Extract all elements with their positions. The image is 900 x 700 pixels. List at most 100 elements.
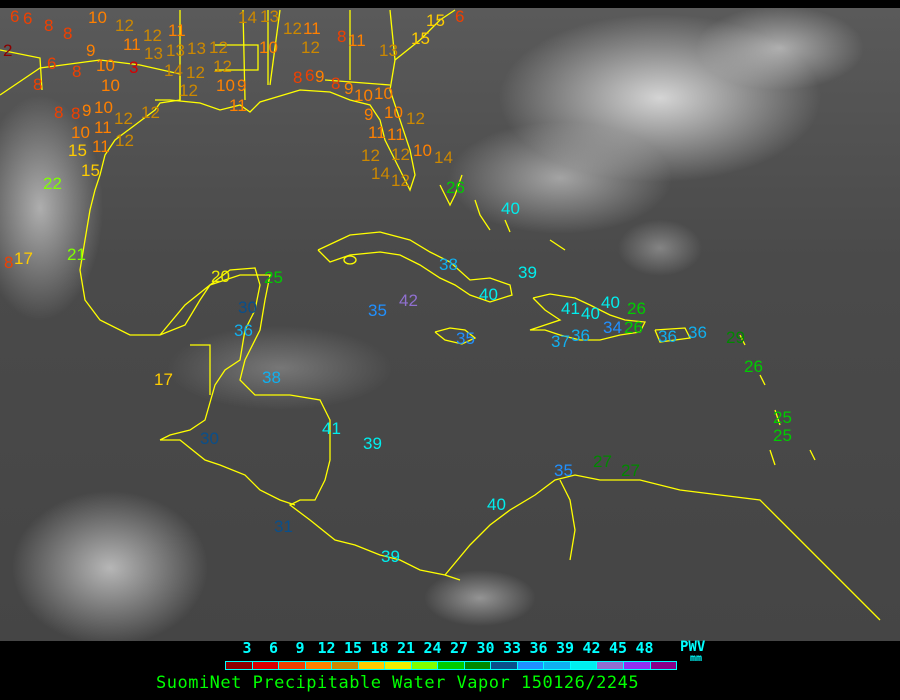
pwv-station-value: 10 <box>96 56 115 75</box>
pwv-station-value: 41 <box>561 299 580 318</box>
pwv-station-value: 9 <box>315 67 325 86</box>
pwv-station-value: 6 <box>23 9 33 28</box>
pwv-station-value: 10 <box>354 86 373 105</box>
pwv-station-value: 25 <box>773 408 792 427</box>
pwv-station-value: 12 <box>115 16 134 35</box>
colorbar-swatch <box>438 662 465 669</box>
colorbar-swatch <box>491 662 518 669</box>
pwv-station-value: 14 <box>434 148 453 167</box>
pwv-station-value: 14 <box>238 8 257 27</box>
pwv-station-value: 6 <box>305 66 315 85</box>
colorbar <box>225 661 677 670</box>
pwv-station-value: 12 <box>301 38 320 57</box>
pwv-station-value: 10 <box>374 84 393 103</box>
pwv-station-value: 11 <box>348 31 366 50</box>
pwv-station-value: 11 <box>123 35 141 54</box>
pwv-station-value: 30 <box>238 298 257 317</box>
pwv-station-value: 15 <box>426 11 445 30</box>
colorbar-tick-label: 45 <box>608 639 628 657</box>
pwv-station-value: 36 <box>234 321 253 340</box>
pwv-station-value: 30 <box>200 429 219 448</box>
pwv-station-value: 42 <box>399 291 418 310</box>
pwv-station-value: 26 <box>744 357 763 376</box>
pwv-station-value: 3 <box>129 58 139 77</box>
pwv-station-value: 12 <box>391 171 410 190</box>
pwv-station-value: 13 <box>187 39 206 58</box>
pwv-station-value: 22 <box>43 174 62 193</box>
pwv-station-value: 34 <box>603 318 622 337</box>
pwv-station-value: 10 <box>71 123 90 142</box>
pwv-station-value: 31 <box>274 517 293 536</box>
pwv-station-value: 6 <box>47 54 57 73</box>
colorbar-tick-label: 48 <box>635 639 654 657</box>
colorbar-swatch <box>226 662 253 669</box>
pwv-station-value: 20 <box>211 267 230 286</box>
pwv-station-value: 40 <box>601 293 620 312</box>
pwv-station-value: 26 <box>624 318 643 337</box>
pwv-station-value: 11 <box>387 125 405 144</box>
colorbar-swatch <box>544 662 571 669</box>
pwv-station-value: 8 <box>71 104 81 123</box>
pwv-station-value: 12 <box>391 145 410 164</box>
pwv-station-value: 27 <box>621 461 640 480</box>
pwv-station-value: 8 <box>72 62 82 81</box>
pwv-station-value: 15 <box>68 141 87 160</box>
colorbar-swatch <box>597 662 624 669</box>
colorbar-swatch <box>464 662 492 669</box>
pwv-station-value: 12 <box>115 131 134 150</box>
pwv-station-value: 12 <box>406 109 425 128</box>
pwv-station-value: 40 <box>487 495 506 514</box>
colorbar-swatch <box>623 662 651 669</box>
colorbar-tick-label: 12 <box>317 639 336 657</box>
pwv-station-value: 11 <box>92 137 110 156</box>
colorbar-tick-label: 24 <box>423 639 442 657</box>
pwv-station-value: 10 <box>88 8 107 27</box>
colorbar-swatch <box>305 662 333 669</box>
pwv-station-value: 11 <box>94 118 112 137</box>
satellite-map[interactable]: 6 6 8 8 2 9 6 8 8 10 3 10 8 8 9 10 12 10 11 15 11 12 15 22 12 10 1… <box>0 8 900 641</box>
pwv-station-value: 35 <box>554 461 573 480</box>
colorbar-tick-label: 3 <box>242 639 252 657</box>
pwv-station-value: 36 <box>658 327 677 346</box>
pwv-station-value: 8 <box>337 27 347 46</box>
pwv-station-value: 8 <box>33 75 43 94</box>
pwv-station-value: 25 <box>264 268 283 287</box>
pwv-station-value: 13 <box>166 41 185 60</box>
pwv-station-value: 12 <box>186 63 205 82</box>
pwv-station-value: 12 <box>213 57 232 76</box>
pwv-station-value: 36 <box>571 326 590 345</box>
colorbar-tick-label: 42 <box>582 639 601 657</box>
colorbar-tick-label: 39 <box>555 639 575 657</box>
pwv-station-value: 26 <box>627 299 646 318</box>
pwv-station-value: 6 <box>455 8 465 26</box>
pwv-station-value: 12 <box>143 26 162 45</box>
pwv-station-value: 11 <box>303 19 321 38</box>
colorbar-tick-label: 15 <box>343 639 363 657</box>
colorbar-swatch <box>279 662 306 669</box>
colorbar-swatch <box>252 662 280 669</box>
pwv-station-value: 27 <box>593 452 612 471</box>
pwv-station-value: 17 <box>14 249 33 268</box>
pwv-station-value: 41 <box>322 419 341 438</box>
pwv-station-value: 9 <box>82 101 92 120</box>
unit: mm <box>690 653 703 664</box>
pwv-station-value: 40 <box>501 199 520 218</box>
pwv-station-value: 6 <box>10 8 20 26</box>
pwv-station-value: 12 <box>209 38 228 57</box>
pwv-station-value: 40 <box>581 304 600 323</box>
pwv-station-value: 10 <box>216 76 235 95</box>
pwv-station-value: 38 <box>439 255 458 274</box>
pwv-station-value: 8 <box>54 103 64 122</box>
pwv-station-value: 25 <box>773 426 792 445</box>
colorbar-tick-label: 6 <box>268 639 279 657</box>
pwv-station-value: 38 <box>262 368 281 387</box>
map-title: SuomiNet Precipitable Water Vapor 150126… <box>156 673 640 693</box>
pwv-station-value: 40 <box>479 285 498 304</box>
pwv-station-value: 10 <box>101 76 120 95</box>
pwv-station-value: 35 <box>456 329 475 348</box>
pwv-station-value: 29 <box>726 328 745 347</box>
colorbar-swatch <box>570 662 598 669</box>
colorbar-swatch <box>385 662 412 669</box>
pwv-station-value: 11 <box>368 123 386 142</box>
pwv-station-value: 12 <box>283 19 302 38</box>
